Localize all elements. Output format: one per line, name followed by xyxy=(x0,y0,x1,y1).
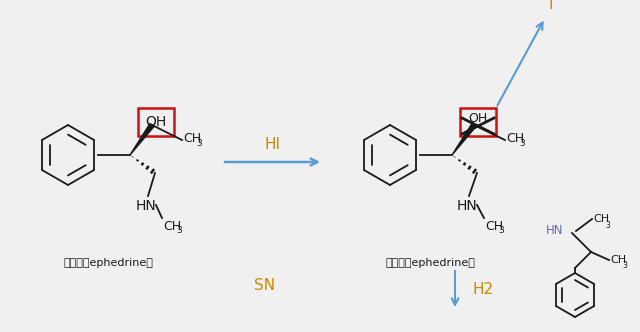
Text: H2: H2 xyxy=(473,282,494,296)
Text: CH: CH xyxy=(610,255,626,265)
Text: HI: HI xyxy=(264,137,280,152)
Text: CH: CH xyxy=(163,220,181,233)
Text: 3: 3 xyxy=(498,226,504,235)
Polygon shape xyxy=(130,124,154,155)
Text: 麻黄碱（ephedrine）: 麻黄碱（ephedrine） xyxy=(385,258,475,268)
Text: 3: 3 xyxy=(176,226,182,235)
Text: 3: 3 xyxy=(605,220,610,229)
Text: CH: CH xyxy=(506,132,524,145)
Text: HN: HN xyxy=(545,223,563,236)
Text: SN: SN xyxy=(255,278,276,292)
Text: 3: 3 xyxy=(622,262,627,271)
Text: HN: HN xyxy=(456,199,477,213)
Text: OH: OH xyxy=(468,112,488,124)
Text: OH: OH xyxy=(145,115,166,129)
Text: I: I xyxy=(548,0,553,12)
Text: CH: CH xyxy=(485,220,503,233)
Text: 3: 3 xyxy=(196,139,202,148)
Text: 麻黄碱（ephedrine）: 麻黄碱（ephedrine） xyxy=(63,258,153,268)
Bar xyxy=(460,108,496,136)
Text: CH: CH xyxy=(593,214,609,224)
Text: HN: HN xyxy=(136,199,156,213)
Polygon shape xyxy=(452,124,476,155)
Text: CH: CH xyxy=(183,132,201,145)
Bar xyxy=(138,108,174,136)
Text: 3: 3 xyxy=(519,139,525,148)
